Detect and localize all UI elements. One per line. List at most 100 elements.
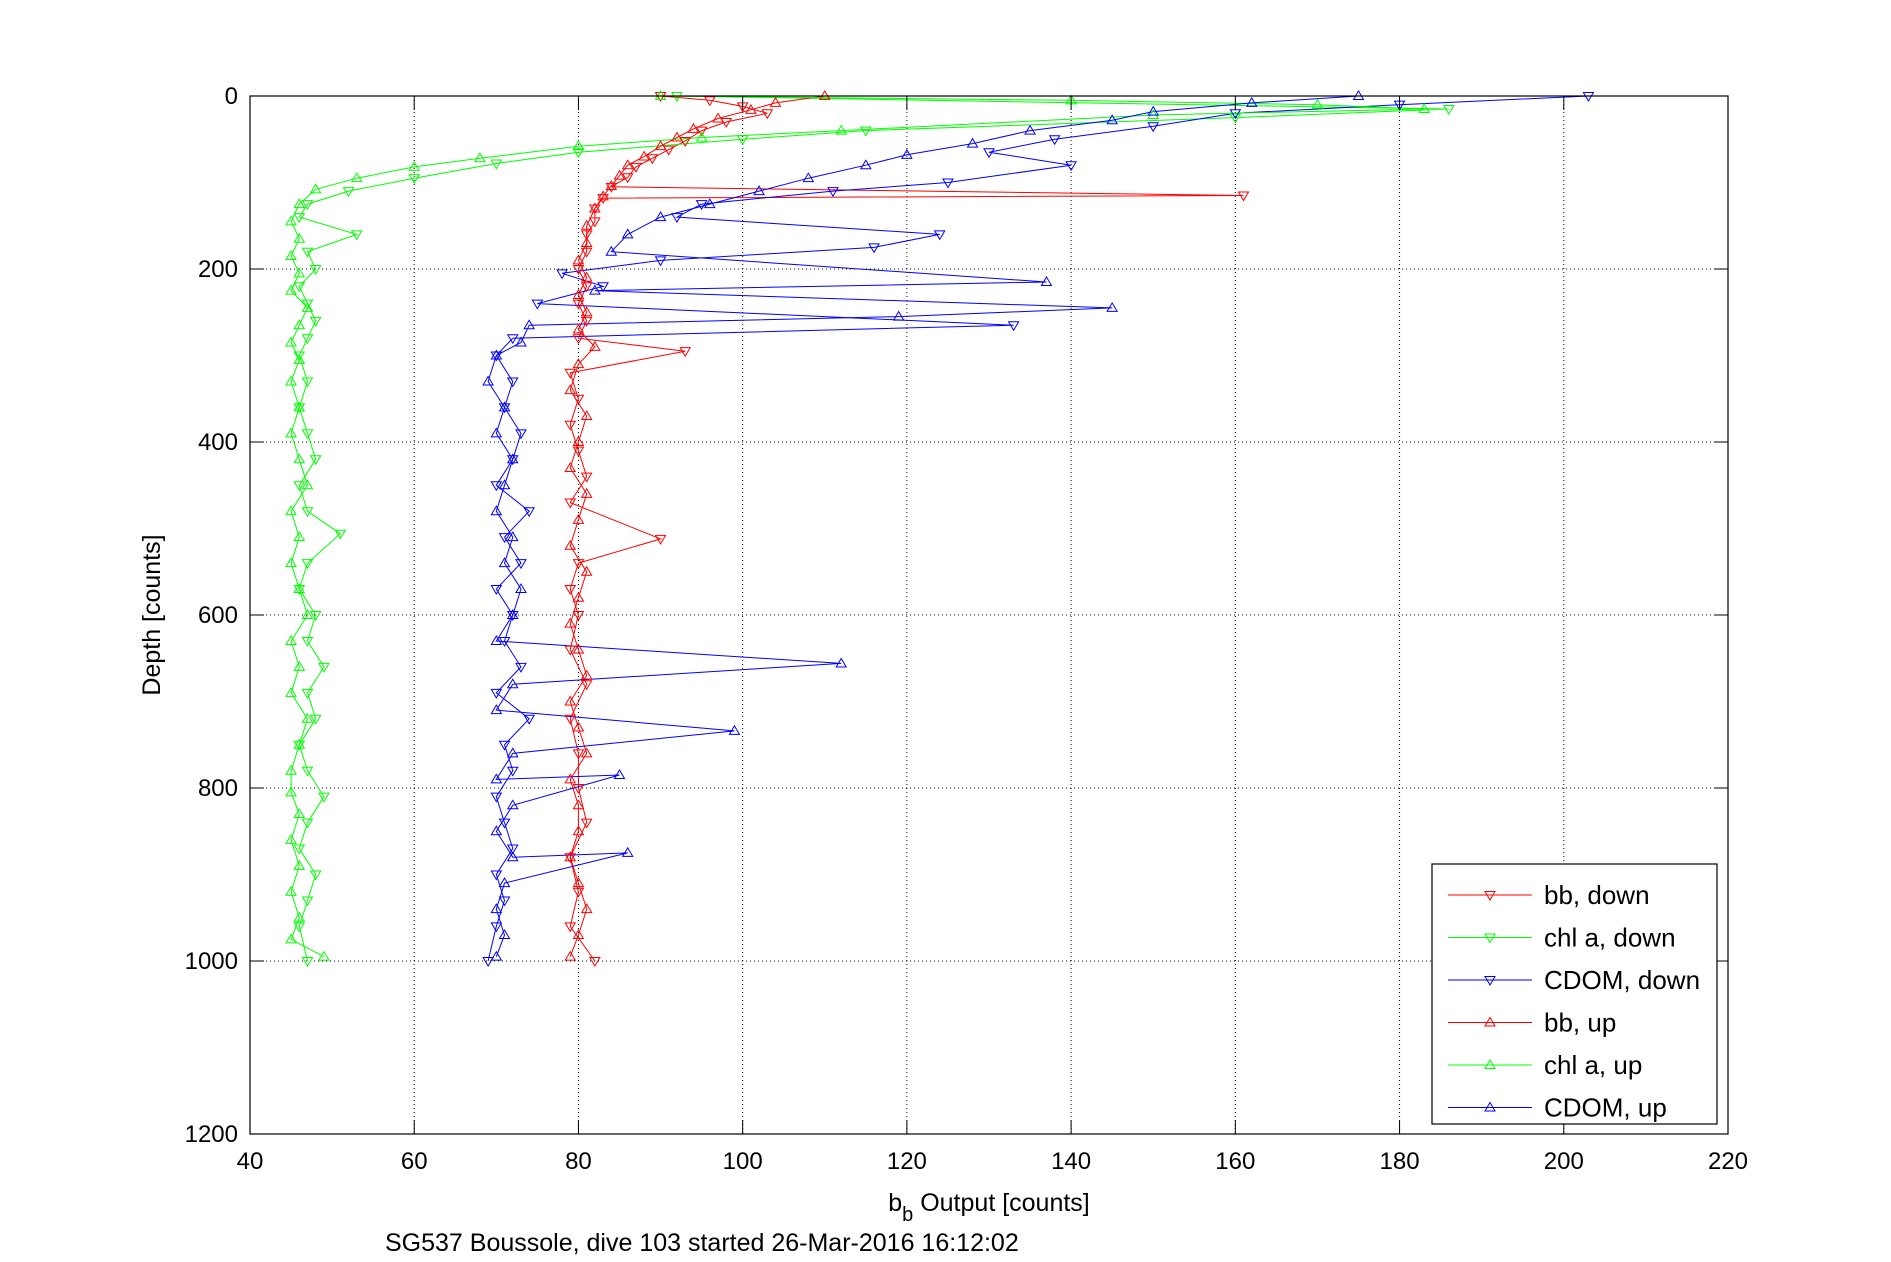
data-point (728, 724, 741, 735)
data-point (490, 870, 503, 881)
data-point (572, 611, 585, 621)
data-point (1311, 98, 1324, 109)
data-point (572, 265, 585, 275)
data-point (901, 148, 913, 159)
data-point (506, 455, 519, 466)
x-tick-label: 200 (1544, 1148, 1584, 1175)
series-markers (285, 90, 1595, 967)
data-point (301, 247, 314, 258)
data-point (474, 152, 486, 163)
data-point (572, 749, 585, 760)
data-point (572, 887, 585, 898)
legend-items: bb, down chl a, down CDOM, down bb, up chl a… (1448, 880, 1700, 1123)
data-point (490, 585, 503, 596)
y-tick-label: 1200 (185, 1121, 238, 1148)
data-point (572, 799, 585, 810)
data-point (597, 194, 609, 205)
x-tick-label: 140 (1051, 1148, 1091, 1175)
data-point (523, 319, 536, 330)
data-point (301, 636, 314, 647)
data-point (605, 179, 618, 190)
data-point (293, 660, 306, 671)
data-point (580, 282, 593, 293)
data-point (490, 427, 503, 438)
y-tick-label: 200 (198, 256, 238, 283)
data-point (703, 96, 716, 107)
data-point (827, 187, 839, 198)
data-point (293, 282, 306, 293)
data-point (695, 200, 708, 211)
data-point (1442, 104, 1455, 115)
data-point (687, 122, 700, 133)
data-point (490, 634, 503, 645)
data-point (482, 957, 494, 967)
data-point (646, 154, 659, 165)
data-point (621, 228, 634, 239)
data-point (490, 349, 503, 360)
data-point (285, 686, 297, 697)
data-point (350, 230, 363, 241)
data-point (1147, 122, 1160, 133)
x-axis-label: bb Output [counts] (888, 1189, 1090, 1226)
data-point (301, 377, 314, 388)
data-point (301, 429, 314, 440)
data-point (506, 851, 519, 862)
series-line-chl-a-up (290, 95, 1425, 958)
data-point (588, 957, 601, 967)
legend-label: chl a, up (1544, 1050, 1642, 1080)
data-point (285, 427, 297, 438)
data-point (703, 198, 716, 209)
data-point (572, 446, 585, 457)
series-line-chl-a-down (298, 95, 1449, 962)
data-point (498, 740, 511, 751)
data-point (506, 531, 519, 542)
data-point (621, 846, 634, 857)
data-point (572, 591, 585, 602)
data-point (293, 583, 306, 594)
data-point (301, 479, 314, 490)
data-point (309, 265, 322, 275)
data-point (498, 929, 511, 940)
data-point (1418, 102, 1431, 113)
data-point (506, 799, 519, 810)
chart-caption: SG537 Boussole, dive 103 started 26-Mar-… (385, 1229, 1019, 1257)
data-point (580, 247, 593, 258)
data-point (1245, 96, 1258, 107)
data-point (1352, 90, 1365, 100)
data-point (490, 688, 503, 699)
data-point (293, 453, 306, 464)
data-point (309, 183, 322, 194)
data-point (745, 103, 757, 114)
data-point (564, 498, 577, 509)
data-point (498, 636, 511, 647)
data-point (408, 174, 421, 185)
data-point (695, 126, 708, 137)
data-point (293, 232, 306, 243)
data-point (309, 316, 322, 327)
data-point (293, 351, 306, 362)
data-point (580, 669, 593, 680)
data-point (490, 505, 503, 516)
data-point (490, 481, 503, 492)
data-point (572, 288, 585, 299)
data-point (1065, 161, 1077, 172)
series-points-chl-a-up (285, 90, 1431, 961)
legend-entry: bb, down (1448, 880, 1650, 910)
legend-swatch-marker (1484, 976, 1496, 986)
y-tick-label: 400 (198, 429, 238, 456)
data-point (309, 870, 322, 881)
data-point (588, 204, 601, 215)
data-point (490, 351, 503, 362)
data-point (654, 211, 667, 222)
data-point (695, 131, 708, 142)
data-point (572, 929, 585, 940)
data-point (671, 131, 683, 142)
data-point (350, 172, 363, 183)
data-point (293, 740, 306, 751)
data-point (679, 347, 692, 358)
data-point (293, 353, 306, 364)
data-point (301, 818, 314, 829)
data-point (498, 877, 511, 888)
data-point (285, 764, 297, 775)
